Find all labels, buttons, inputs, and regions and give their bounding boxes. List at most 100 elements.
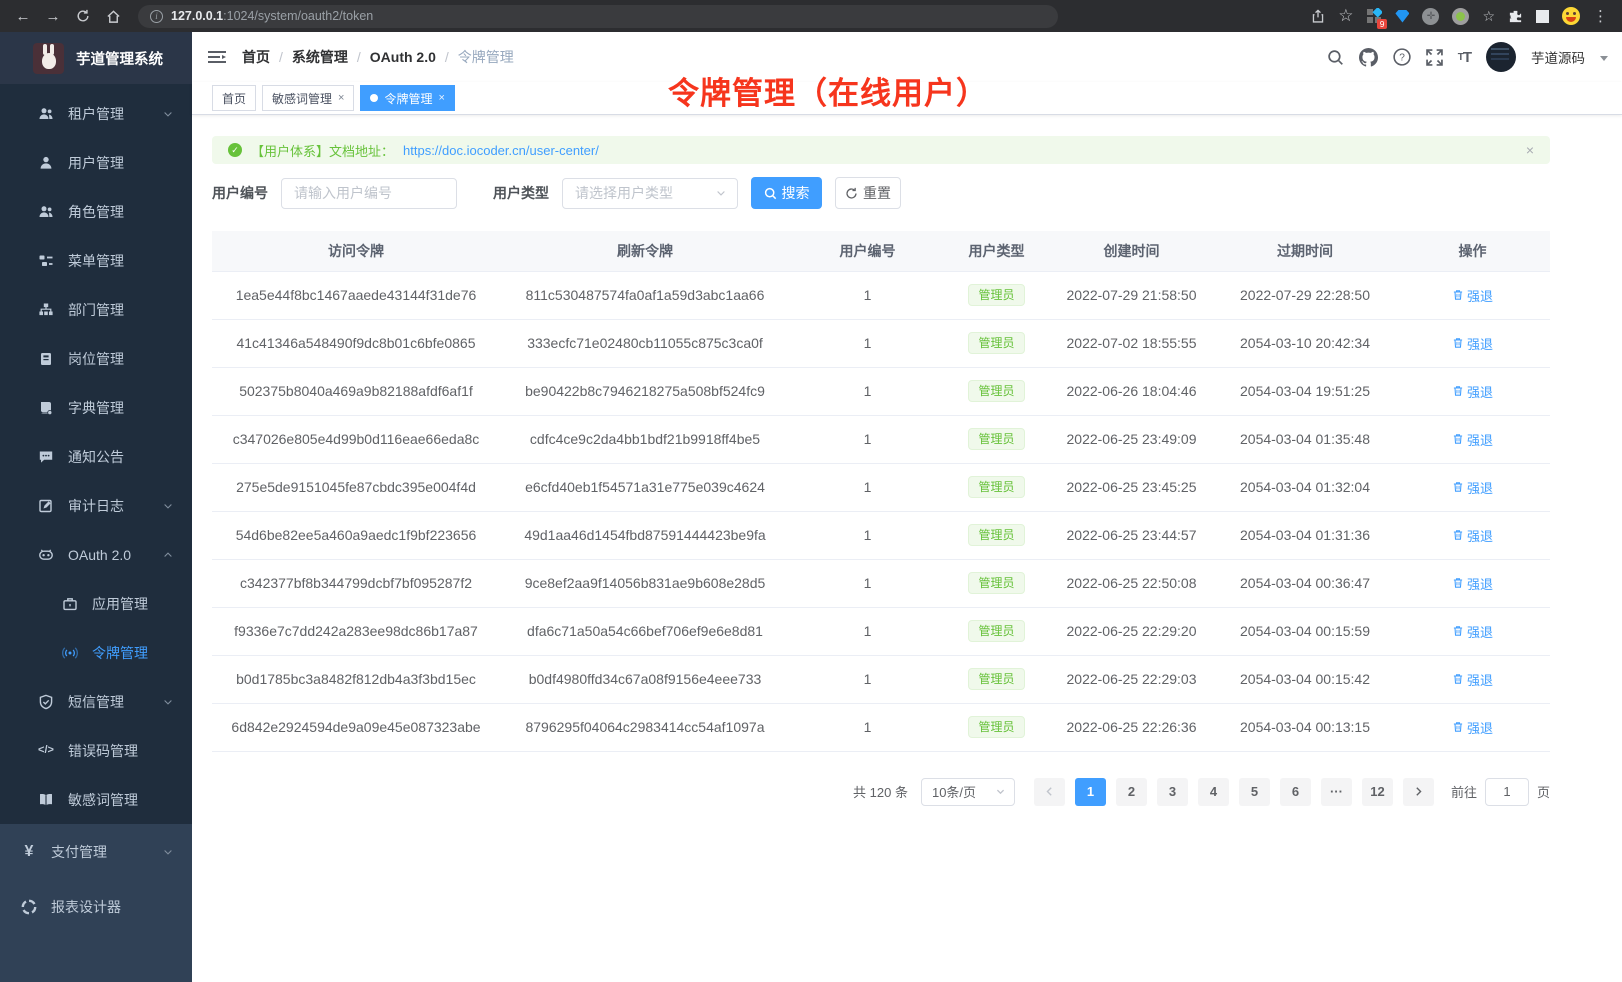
tab-令牌管理[interactable]: 令牌管理 ×: [360, 85, 455, 111]
page-button-12[interactable]: 12: [1361, 777, 1393, 806]
role-icon: [38, 204, 54, 220]
expire-time-cell: 2054-03-10 20:42:34: [1215, 319, 1395, 368]
tab-首页[interactable]: 首页: [212, 85, 257, 111]
force-logout-button[interactable]: 强退: [1452, 286, 1493, 305]
force-logout-button[interactable]: 强退: [1452, 670, 1493, 689]
browser-reload-icon[interactable]: [70, 3, 96, 29]
tab-bar: 首页 敏感词管理 × 令牌管理 ×: [192, 82, 1622, 115]
trash-icon: [1453, 530, 1463, 540]
page-button-6[interactable]: 6: [1279, 777, 1311, 806]
browser-home-icon[interactable]: [100, 3, 126, 29]
force-logout-button[interactable]: 强退: [1452, 718, 1493, 737]
page-button-3[interactable]: 3: [1156, 777, 1188, 806]
user-avatar[interactable]: [1486, 42, 1516, 72]
action-cell: 强退: [1395, 703, 1550, 752]
sidebar-item-通知公告[interactable]: 通知公告: [0, 432, 192, 481]
total-count: 共 120 条: [853, 785, 908, 800]
page-size-select[interactable]: 10条/页: [920, 777, 1015, 806]
fullscreen-icon[interactable]: [1425, 48, 1443, 66]
profile-avatar-icon[interactable]: [1562, 7, 1580, 25]
page-button-1[interactable]: 1: [1074, 777, 1106, 806]
green-dot-extension-icon[interactable]: [1452, 7, 1470, 25]
puzzle-extensions-icon[interactable]: [1508, 9, 1523, 24]
tab-label: 首页: [222, 91, 247, 106]
sidebar-item-字典管理[interactable]: 字典管理: [0, 383, 192, 432]
pager-ellipsis-button[interactable]: ···: [1320, 777, 1352, 806]
sidebar-item-审计日志[interactable]: 审计日志: [0, 481, 192, 530]
star-extension-icon[interactable]: ☆: [1482, 7, 1495, 24]
sidebar-item-岗位管理[interactable]: 岗位管理: [0, 334, 192, 383]
url-bar[interactable]: i 127.0.0.1:1024/system/oauth2/token: [138, 4, 1058, 28]
sidebar-item-用户管理[interactable]: 用户管理: [0, 138, 192, 187]
sidebar-item-label: 角色管理: [68, 203, 124, 220]
user-type-label: 用户类型: [493, 185, 549, 201]
extension-with-badge-icon[interactable]: 9: [1366, 8, 1388, 29]
force-logout-button[interactable]: 强退: [1452, 478, 1493, 497]
search-button[interactable]: 搜索: [751, 177, 822, 209]
force-logout-button[interactable]: 强退: [1452, 430, 1493, 449]
breadcrumb-item[interactable]: 系统管理: [291, 49, 348, 65]
browser-forward-icon[interactable]: →: [45, 7, 61, 25]
breadcrumb-item[interactable]: OAuth 2.0: [369, 49, 436, 65]
sidebar-item-令牌管理[interactable]: 令牌管理: [0, 628, 192, 677]
column-header: 操作: [1395, 231, 1550, 272]
chevron-down-icon: [162, 846, 174, 858]
sidebar-item-错误码管理[interactable]: </> 错误码管理: [0, 726, 192, 775]
gem-extension-icon[interactable]: [1395, 9, 1410, 23]
prev-page-button[interactable]: [1033, 777, 1065, 806]
sidebar-item-OAuth 2.0[interactable]: OAuth 2.0: [0, 530, 192, 579]
sidebar-item-报表设计器[interactable]: 报表设计器: [0, 879, 192, 934]
user-type-placeholder: 请选择用户类型: [575, 185, 673, 201]
sidebar-item-角色管理[interactable]: 角色管理: [0, 187, 192, 236]
bookmark-star-icon[interactable]: ☆: [1338, 6, 1354, 25]
user-id-input[interactable]: [281, 177, 457, 209]
page-button-5[interactable]: 5: [1238, 777, 1270, 806]
force-logout-button[interactable]: 强退: [1452, 334, 1493, 353]
sidebar-toggle-icon[interactable]: [208, 49, 226, 65]
browser-back-icon[interactable]: ←: [15, 7, 31, 25]
doc-link[interactable]: https://doc.iocoder.cn/user-center/: [403, 142, 599, 158]
alert-close-icon[interactable]: ×: [1525, 142, 1534, 158]
gray-extension-icon[interactable]: ✛: [1422, 7, 1440, 25]
user-type-badge: 管理员: [968, 379, 1025, 403]
username[interactable]: 芋道源码: [1531, 51, 1585, 66]
force-logout-button[interactable]: 强退: [1452, 526, 1493, 545]
breadcrumb-item[interactable]: 首页: [242, 49, 270, 65]
sidebar-item-部门管理[interactable]: 部门管理: [0, 285, 192, 334]
tenant-icon: [38, 106, 54, 122]
split-screen-icon[interactable]: [1536, 9, 1549, 23]
user-dropdown-caret-icon[interactable]: [1600, 56, 1608, 61]
header-search-icon[interactable]: [1327, 49, 1344, 66]
token-icon: [62, 645, 78, 661]
sidebar-item-租户管理[interactable]: 租户管理: [0, 89, 192, 138]
tab-close-icon[interactable]: ×: [338, 92, 345, 104]
oauth-icon: [38, 547, 54, 563]
user-type-select[interactable]: 请选择用户类型: [562, 177, 738, 209]
pay-icon: ¥: [24, 842, 34, 860]
tab-敏感词管理[interactable]: 敏感词管理 ×: [262, 85, 355, 111]
site-info-icon[interactable]: i: [150, 9, 163, 23]
force-logout-button[interactable]: 强退: [1452, 382, 1493, 401]
sidebar-item-短信管理[interactable]: 短信管理: [0, 677, 192, 726]
browser-menu-icon[interactable]: ⋮: [1593, 8, 1608, 25]
sidebar-item-菜单管理[interactable]: 菜单管理: [0, 236, 192, 285]
refresh-token-cell: 9ce8ef2aa9f14056b831ae9b608e28d5: [500, 559, 790, 608]
next-page-button[interactable]: [1402, 777, 1434, 806]
page-button-4[interactable]: 4: [1197, 777, 1229, 806]
sidebar-item-应用管理[interactable]: 应用管理: [0, 579, 192, 628]
github-icon[interactable]: [1358, 47, 1378, 67]
sidebar-item-支付管理[interactable]: ¥ 支付管理: [0, 824, 192, 879]
help-doc-icon[interactable]: ?: [1393, 48, 1411, 66]
sidebar-item-label: OAuth 2.0: [68, 546, 132, 563]
errcode-icon: </>: [38, 744, 54, 756]
goto-page-input[interactable]: [1484, 777, 1529, 806]
sidebar-item-敏感词管理[interactable]: 敏感词管理: [0, 775, 192, 824]
force-logout-button[interactable]: 强退: [1452, 574, 1493, 593]
reset-button[interactable]: 重置: [835, 177, 901, 209]
share-icon[interactable]: [1311, 8, 1325, 24]
app-logo-bar[interactable]: 芋道管理系统: [0, 32, 192, 84]
force-logout-button[interactable]: 强退: [1452, 622, 1493, 641]
tab-close-icon[interactable]: ×: [438, 92, 445, 104]
page-button-2[interactable]: 2: [1115, 777, 1147, 806]
